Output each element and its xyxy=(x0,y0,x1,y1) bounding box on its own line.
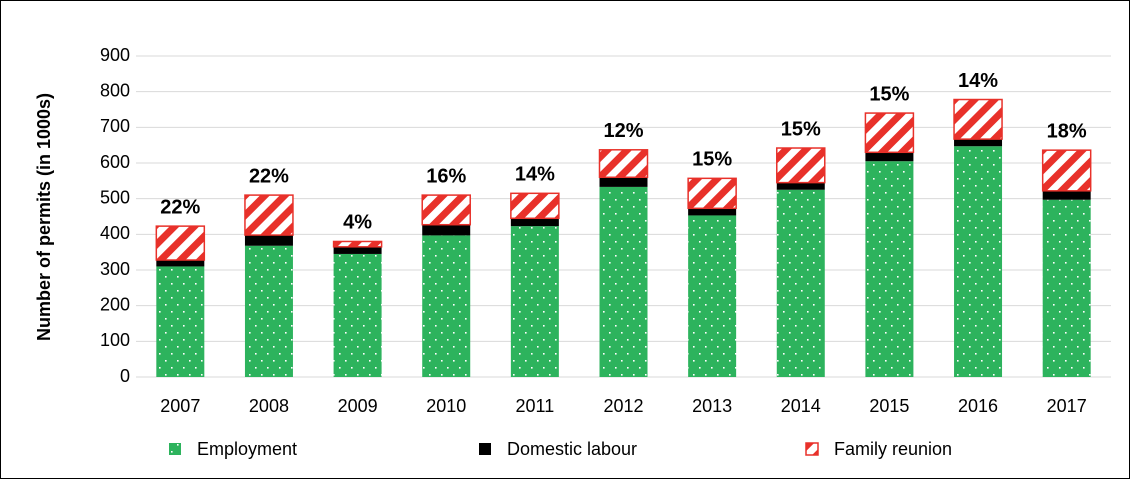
bar-segment xyxy=(865,152,914,162)
x-tick-label: 2016 xyxy=(958,396,998,416)
total-label: 14% xyxy=(515,164,555,186)
y-tick-label: 700 xyxy=(100,116,130,136)
bar-segment xyxy=(244,245,293,377)
bar-segment xyxy=(510,226,559,377)
bar-segment xyxy=(599,186,648,377)
bar-segment xyxy=(1042,190,1091,200)
bar-segment xyxy=(954,139,1003,147)
x-tick-label: 2011 xyxy=(516,396,555,416)
legend-label: Family reunion xyxy=(834,439,952,459)
bar-segment xyxy=(421,194,471,226)
bar-segment xyxy=(598,149,649,179)
y-tick-label: 0 xyxy=(120,366,130,386)
bar-segment xyxy=(155,225,206,261)
bar-segment xyxy=(156,266,205,377)
total-label: 15% xyxy=(781,118,821,140)
legend-marker xyxy=(805,442,819,456)
legend-marker xyxy=(479,443,491,455)
bar-segment xyxy=(510,192,560,220)
legend-label: Domestic labour xyxy=(507,439,637,459)
x-tick-label: 2010 xyxy=(426,396,466,416)
y-tick-label: 200 xyxy=(100,294,130,314)
bar-segment xyxy=(776,147,826,184)
total-label: 4% xyxy=(343,212,372,234)
y-tick-label: 800 xyxy=(100,80,130,100)
bar-segment xyxy=(864,112,915,154)
y-axis-title: Number of permits (in 1000s) xyxy=(34,93,54,341)
bar-segment xyxy=(510,218,559,227)
y-tick-label: 300 xyxy=(100,259,130,279)
total-label: 15% xyxy=(692,149,732,171)
total-label: 22% xyxy=(249,165,289,187)
y-tick-label: 100 xyxy=(100,330,130,350)
bar-segment xyxy=(687,177,737,210)
bar-segment xyxy=(422,235,471,377)
x-tick-label: 2007 xyxy=(160,396,200,416)
bar-segment xyxy=(954,146,1003,377)
y-tick-label: 600 xyxy=(100,152,130,172)
y-tick-label: 400 xyxy=(100,223,130,243)
bar-segment xyxy=(332,240,383,248)
total-label: 12% xyxy=(603,120,643,142)
bar-segment xyxy=(333,246,382,254)
legend-label: Employment xyxy=(197,439,297,459)
y-tick-label: 900 xyxy=(100,45,130,65)
bar-segment xyxy=(688,215,737,377)
x-tick-label: 2009 xyxy=(338,396,378,416)
x-tick-label: 2013 xyxy=(692,396,732,416)
legend-marker xyxy=(169,443,181,455)
bar-segment xyxy=(599,177,648,187)
bar-segment xyxy=(953,98,1003,140)
y-tick-label: 500 xyxy=(100,187,130,207)
bar-segment xyxy=(422,224,471,236)
total-label: 14% xyxy=(958,70,998,92)
bar-segment xyxy=(333,253,382,377)
bar-segment xyxy=(156,260,205,267)
total-label: 16% xyxy=(426,165,466,187)
x-tick-label: 2012 xyxy=(603,396,643,416)
bar-segment xyxy=(865,161,914,377)
bar-segment xyxy=(688,208,737,216)
x-tick-label: 2014 xyxy=(781,396,821,416)
total-label: 18% xyxy=(1047,120,1087,142)
bar-segment xyxy=(776,182,825,190)
bar-segment xyxy=(244,235,293,246)
total-label: 22% xyxy=(160,196,200,218)
total-label: 15% xyxy=(869,83,909,105)
bar-segment xyxy=(1042,199,1091,377)
bar-segment xyxy=(776,189,825,377)
x-tick-label: 2008 xyxy=(249,396,289,416)
bar-segment xyxy=(1041,149,1092,192)
x-tick-label: 2015 xyxy=(869,396,909,416)
x-tick-label: 2017 xyxy=(1047,396,1087,416)
bar-segment xyxy=(244,194,294,236)
